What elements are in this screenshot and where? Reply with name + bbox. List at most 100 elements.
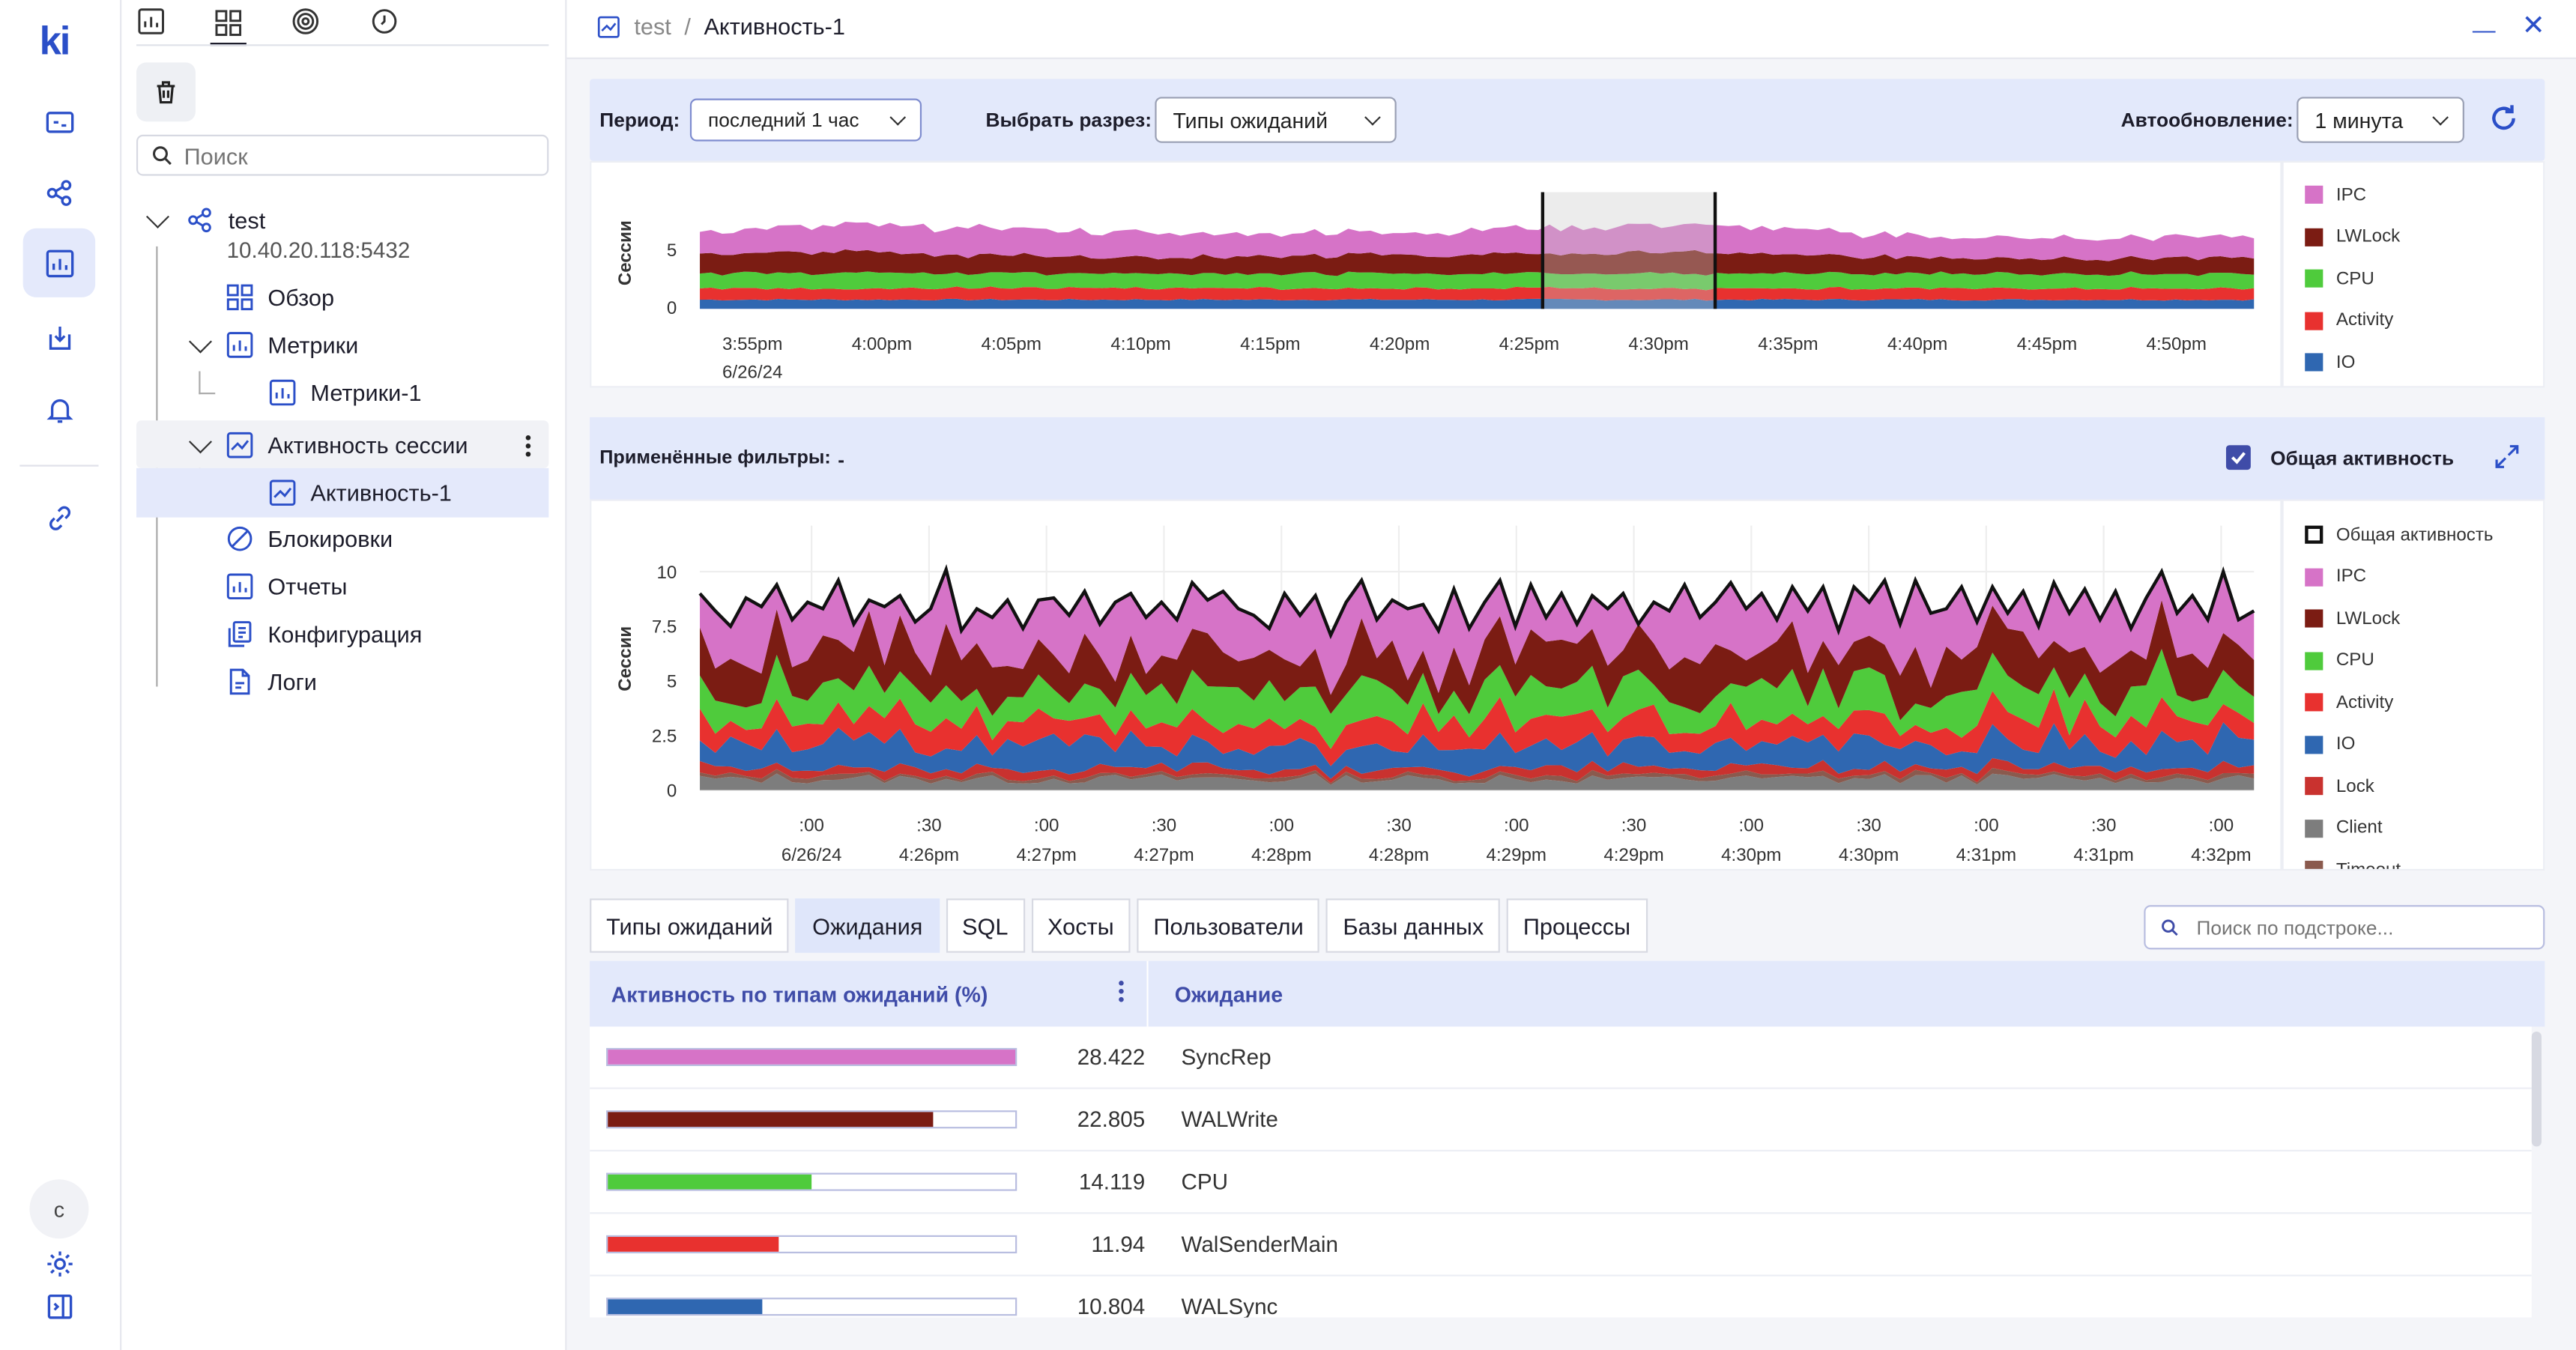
legend-item[interactable]: Timeout <box>2305 850 2543 869</box>
rail-settings-button[interactable] <box>23 1232 95 1294</box>
table-search-input[interactable] <box>2196 915 2526 939</box>
tree-item-overview[interactable]: Обзор <box>225 276 334 318</box>
table-row[interactable]: 28.422 SyncRep <box>590 1026 2532 1089</box>
rail-download-button[interactable] <box>23 302 95 371</box>
detail-chart[interactable]: Сессии 10 7.5 5 2.5 0:00:30:00:30:00:30:00:30… <box>591 501 2283 873</box>
breadcrumb-current: Активность-1 <box>704 13 845 40</box>
col-wait-header[interactable]: Ожидание <box>1174 981 1284 1006</box>
tree-item-label: Обзор <box>267 284 335 311</box>
tree-tab-dashboards[interactable] <box>210 3 247 46</box>
tree-search-input[interactable] <box>184 142 513 169</box>
rail-monitor-button[interactable] <box>23 87 95 156</box>
legend-swatch <box>2305 186 2323 205</box>
y-tick-label: 0 <box>667 781 677 801</box>
tree-item-hover-bg <box>136 420 549 468</box>
legend-item[interactable]: IPC <box>2305 174 2543 216</box>
tree-item-session-activity[interactable]: Активность сессии <box>188 424 468 467</box>
overview-chart[interactable]: Сессии 5 0 3:55pm 4:00pm 4:05pm 4:10pm 4:15pm 4:… <box>591 163 2283 390</box>
x-tick-label: 4:28pm <box>1251 845 1311 865</box>
tree-item-metrics-1[interactable]: Метрики-1 <box>267 372 422 414</box>
detail-area-activity <box>700 688 2255 766</box>
legend-item[interactable]: LWLock <box>2305 598 2543 640</box>
legend-item[interactable]: CPU <box>2305 640 2543 682</box>
tree-item-label: Активность-1 <box>310 479 452 506</box>
slice-select[interactable]: Типы ожиданий <box>1155 97 1397 143</box>
legend-swatch <box>2305 610 2323 629</box>
tree-tab-history[interactable] <box>366 3 402 39</box>
slice-label: Выбрать разрез: <box>985 108 1152 132</box>
x-tick-label: :30 <box>1152 815 1177 835</box>
legend-item[interactable]: CPU <box>2305 258 2543 300</box>
breadcrumb-separator: / <box>684 13 691 40</box>
detail-area-io <box>700 722 2255 779</box>
legend-item[interactable]: Activity <box>2305 300 2543 342</box>
x-tick-label: :00 <box>1739 815 1765 835</box>
legend-item[interactable]: IPC <box>2305 556 2543 598</box>
expand-button[interactable] <box>2492 442 2521 479</box>
period-select[interactable]: последний 1 час <box>689 98 922 142</box>
table-row[interactable]: 22.805 WALWrite <box>590 1089 2532 1152</box>
tab-5[interactable]: Пользователи <box>1137 898 1320 953</box>
total-activity-checkbox[interactable] <box>2225 445 2251 470</box>
tree-item-configuration[interactable]: Конфигурация <box>225 613 422 656</box>
tree-root-node[interactable]: test <box>145 199 265 241</box>
tab-2[interactable]: Ожидания <box>796 898 940 953</box>
tree-item-logs[interactable]: Логи <box>225 660 317 703</box>
x-tick-label: 4:25pm <box>1499 334 1559 354</box>
user-avatar[interactable]: с <box>29 1179 89 1239</box>
tree-guide <box>199 371 216 395</box>
chevron-down-icon <box>1364 108 1381 125</box>
tree-item-label: Отчеты <box>267 573 348 600</box>
time-selection-brush[interactable] <box>1542 192 1716 309</box>
rail-link-button[interactable] <box>23 483 95 552</box>
close-button[interactable]: ✕ <box>2522 10 2545 43</box>
tree-item-metrics[interactable]: Метрики <box>188 324 359 366</box>
tree-item-reports[interactable]: Отчеты <box>225 565 348 608</box>
refresh-button[interactable] <box>2488 102 2521 143</box>
col-activity-header[interactable]: Активность по типам ожиданий (%) <box>590 979 1146 1006</box>
monitor-icon <box>45 111 73 133</box>
x-tick-label: 4:28pm <box>1369 845 1429 865</box>
delete-button[interactable] <box>136 62 196 122</box>
auto-refresh-select[interactable]: 1 минута <box>2297 97 2464 143</box>
legend-item[interactable]: Общая активность <box>2305 514 2543 556</box>
tree-item-activity-1[interactable]: Активность-1 <box>267 471 452 514</box>
tree-tab-metrics[interactable] <box>133 3 169 39</box>
legend-item[interactable]: Activity <box>2305 682 2543 724</box>
table-row[interactable]: 14.119 CPU <box>590 1151 2532 1214</box>
breadcrumb-parent[interactable]: test <box>634 13 671 40</box>
tree-tab-target[interactable] <box>288 3 324 39</box>
minimize-button[interactable]: — <box>2472 16 2496 43</box>
legend-item[interactable]: IO <box>2305 342 2543 384</box>
legend-item[interactable]: IO <box>2305 724 2543 766</box>
rail-collapse-button[interactable] <box>23 1274 95 1337</box>
rail-metrics-button[interactable] <box>22 228 96 297</box>
app-logo[interactable]: ki <box>39 19 71 64</box>
x-tick-label: :00 <box>2209 815 2234 835</box>
table-row[interactable]: 11.94 WalSenderMain <box>590 1214 2532 1277</box>
tree-item-locks[interactable]: Блокировки <box>225 518 393 560</box>
table-row[interactable]: 10.804 WALSync <box>590 1277 2532 1317</box>
tree-root-address: 10.40.20.118:5432 <box>226 237 411 263</box>
legend-swatch <box>2305 735 2323 754</box>
tree-item-label: Метрики <box>267 331 359 358</box>
legend-item[interactable]: Lock <box>2305 766 2543 808</box>
table-scrollbar[interactable] <box>2531 1031 2542 1147</box>
tab-6[interactable]: Базы данных <box>1326 898 1501 953</box>
tab-7[interactable]: Процессы <box>1506 898 1648 953</box>
table-search[interactable] <box>2144 905 2545 950</box>
tab-3[interactable]: SQL <box>946 898 1025 953</box>
rail-alerts-button[interactable] <box>23 375 95 444</box>
legend-label: IPC <box>2335 566 2367 587</box>
tab-1[interactable]: Типы ожиданий <box>590 898 790 953</box>
x-tick-label: 4:30pm <box>1628 334 1688 354</box>
x-tick-label: 4:10pm <box>1110 334 1170 354</box>
rail-topology-button[interactable] <box>23 157 95 226</box>
tab-4[interactable]: Хосты <box>1031 898 1131 953</box>
more-vertical-icon[interactable] <box>1119 979 1124 1002</box>
tree-search[interactable] <box>136 134 549 176</box>
legend-item[interactable]: Client <box>2305 808 2543 850</box>
legend-item[interactable]: LWLock <box>2305 216 2543 258</box>
more-vertical-icon[interactable] <box>515 430 539 459</box>
overview-area-io <box>700 298 2255 309</box>
